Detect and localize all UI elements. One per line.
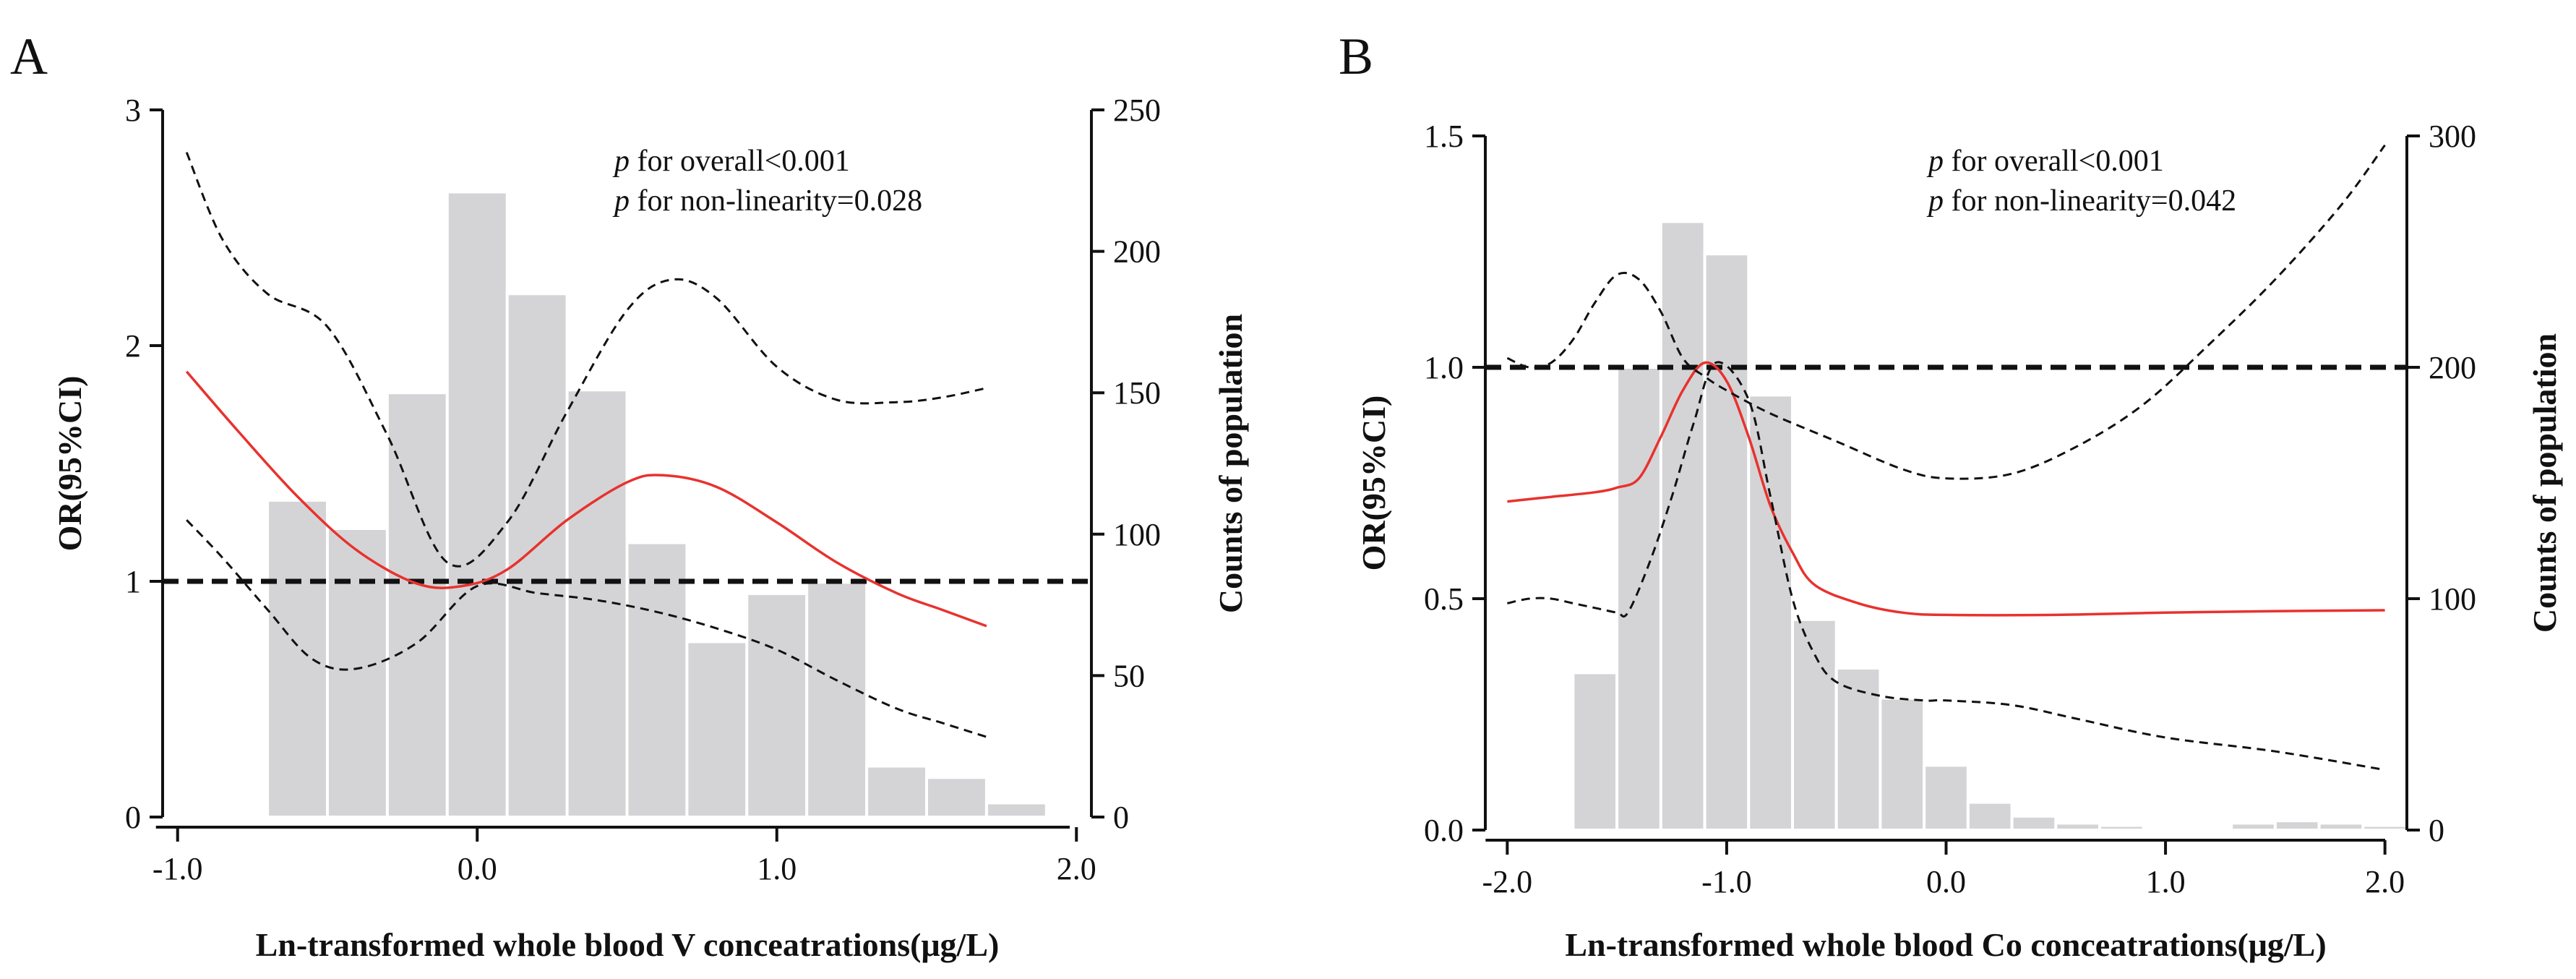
histogram-bar [2361, 824, 2408, 831]
p-value-annotation: p for overall<0.001 [612, 145, 850, 178]
x-tick-label: 0.0 [458, 851, 497, 886]
x-tick-label: -2.0 [1482, 864, 1533, 899]
histogram-bar [1659, 220, 1706, 831]
histogram-bar [865, 764, 929, 818]
histogram-bar [2098, 824, 2145, 831]
histogram-bar [925, 776, 988, 819]
histogram-bar [2186, 826, 2233, 832]
y-right-tick-label: 0 [2429, 813, 2444, 848]
y-left-tick-label: 1.5 [1424, 119, 1464, 154]
histogram-bar [505, 292, 569, 818]
y-left-tick-label: 0.5 [1424, 581, 1464, 617]
y-right-tick-label: 100 [1113, 517, 1161, 552]
p-value-text: for overall<0.001 [1944, 145, 2164, 178]
histogram-bar [2142, 826, 2189, 832]
p-symbol: p [612, 145, 630, 178]
histogram-bar [2230, 821, 2277, 832]
p-value-annotation: p for non-linearity=0.028 [612, 184, 922, 218]
y-right-axis-title: Counts of population [1212, 314, 1249, 613]
histogram-bar [1966, 800, 2014, 831]
histogram-bar [1879, 696, 1926, 831]
panel-b: B 0.0 0.5 1.0 1.5 0 100 200 300 -2.0 -1.0 0.0 1.0 2.0… [1339, 27, 2563, 963]
y-right-tick-label: 150 [1113, 375, 1161, 411]
p-value-annotation: p for non-linearity=0.042 [1926, 184, 2236, 218]
p-value-annotation: p for overall<0.001 [1926, 145, 2164, 178]
histogram-bar [745, 591, 809, 819]
y-left-axis-title: OR(95%CI) [51, 376, 88, 552]
histogram-bar [1834, 667, 1882, 831]
histogram-bar [1703, 252, 1751, 831]
p-value-text: for non-linearity=0.028 [630, 184, 922, 218]
histogram-bar [1923, 764, 1970, 832]
p-value-text: for overall<0.001 [630, 145, 850, 178]
lower-ci-curve [1507, 361, 2385, 771]
panel-letter: B [1339, 27, 1373, 85]
histogram-bar [1615, 366, 1662, 831]
x-tick-label: 2.0 [1057, 851, 1096, 886]
histogram-bar [325, 526, 389, 818]
y-right-tick-label: 200 [2429, 350, 2476, 385]
x-tick-label: -1.0 [153, 851, 203, 886]
histogram-bar [445, 190, 509, 818]
x-axis-title: Ln-transformed whole blood Co conceatrat… [1565, 926, 2326, 963]
or-curve [185, 370, 987, 628]
upper-ci-curve [185, 152, 987, 568]
y-right-tick-label: 250 [1113, 93, 1161, 128]
histogram-bar [1791, 617, 1838, 831]
p-symbol: p [612, 184, 630, 218]
lower-ci-curve [186, 519, 987, 738]
x-tick-label: 2.0 [2365, 864, 2405, 899]
x-tick-label: 0.0 [1926, 864, 1966, 899]
y-right-tick-label: 300 [2429, 119, 2476, 154]
y-right-axis-title: Counts of population [2526, 333, 2563, 633]
y-left-tick-label: 1.0 [1424, 350, 1464, 385]
y-left-tick-label: 0.0 [1424, 813, 1464, 848]
histogram-bar [2273, 819, 2321, 831]
x-tick-label: 1.0 [2146, 864, 2186, 899]
histogram-bar [984, 801, 1048, 818]
y-right-tick-label: 0 [1113, 800, 1129, 835]
x-tick-label: 1.0 [757, 851, 797, 886]
y-left-axis-title: OR(95%CI) [1355, 396, 1392, 571]
histogram-bar [625, 541, 689, 818]
histogram [266, 190, 1048, 819]
p-symbol: p [1926, 145, 1944, 178]
panel-a: A 0 1 2 3 0 50 100 150 200 250 -1.0 0.0 1.0 2.0 OR(95%C… [10, 27, 1249, 963]
y-right-tick-label: 50 [1113, 658, 1145, 693]
x-axis-title: Ln-transformed whole blood V conceatrati… [256, 926, 1000, 963]
y-left-tick-label: 1 [125, 564, 141, 599]
histogram-bar [685, 640, 749, 818]
y-left-tick-label: 2 [125, 328, 141, 364]
x-tick-label: -1.0 [1701, 864, 1752, 899]
upper-ci-curve [1506, 144, 2386, 480]
histogram-bar [2317, 821, 2365, 832]
histogram-bar [2054, 821, 2101, 832]
histogram-bar [2010, 814, 2058, 832]
histogram-bar [1747, 393, 1794, 831]
histogram-bar [266, 498, 329, 819]
histogram-bar [805, 581, 869, 819]
p-symbol: p [1926, 184, 1944, 218]
panel-letter: A [10, 27, 48, 85]
y-right-tick-label: 200 [1113, 234, 1161, 270]
p-value-text: for non-linearity=0.042 [1944, 184, 2236, 218]
y-right-tick-label: 100 [2429, 581, 2476, 617]
y-left-tick-label: 3 [125, 93, 141, 128]
or-curve [1507, 361, 2385, 617]
histogram-bar [1571, 671, 1619, 832]
y-left-tick-label: 0 [125, 800, 141, 835]
